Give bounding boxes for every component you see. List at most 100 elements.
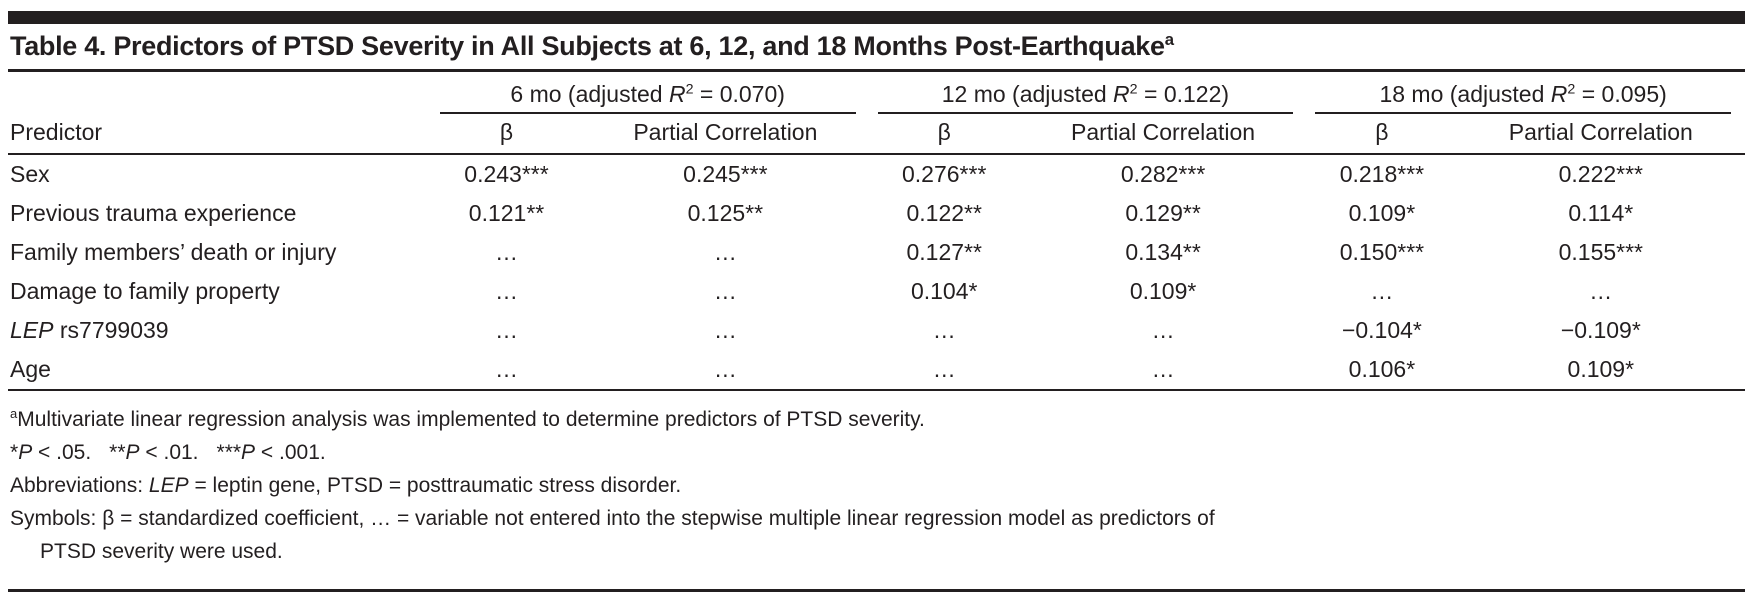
r-squared-symbol: R (1113, 81, 1130, 107)
predictor-label: Sex (10, 161, 50, 187)
column-header-partial-18mo: Partial Correlation (1456, 114, 1745, 155)
predictor-label: rs7799039 (53, 317, 169, 343)
group-header-6mo-label: 6 mo (adjusted R2 = 0.070) (439, 81, 856, 114)
data-table: 6 mo (adjusted R2 = 0.070) 12 mo (adjust… (8, 72, 1745, 391)
predictor-cell: Damage to family property (8, 272, 432, 311)
value-cell: 0.276*** (902, 161, 987, 187)
group-header-18mo-label: 18 mo (adjusted R2 = 0.095) (1315, 81, 1731, 114)
table-title: Table 4. Predictors of PTSD Severity in … (8, 24, 1745, 72)
footnote-abbreviations: Abbreviations: LEP = leptin gene, PTSD =… (10, 469, 1743, 502)
footnote-a-text: Multivariate linear regression analysis … (17, 408, 925, 431)
value-cell: … (1370, 278, 1394, 304)
value-cell: 0.109* (1129, 278, 1197, 304)
value-cell: … (1589, 278, 1613, 304)
value-cell: 0.127** (906, 239, 982, 265)
footnotes: aMultivariate linear regression analysis… (8, 391, 1745, 568)
value-cell: 0.222*** (1558, 161, 1644, 187)
table-title-footnote-marker: a (1164, 30, 1174, 49)
predictor-cell: LEP rs7799039 (8, 311, 432, 350)
value-cell: 0.245*** (683, 161, 768, 187)
value-cell: … (1151, 317, 1175, 343)
abbreviations-rest: = leptin gene, PTSD = posttraumatic stre… (188, 474, 682, 497)
group-header-18mo: 18 mo (adjusted R2 = 0.095) (1307, 72, 1745, 114)
pvalue-stars: ** (109, 441, 126, 464)
group-label-segment: 6 mo (adjusted (510, 81, 669, 107)
footnote-pvalues: *P < .05. **P < .01. ***P < .001. (10, 436, 1743, 469)
pvalue-symbol: P (241, 441, 256, 464)
value-cell: … (581, 350, 870, 391)
value-cell: … (495, 317, 519, 343)
table-bottom-rule (8, 589, 1745, 592)
value-cell: 0.109* (1348, 200, 1416, 226)
footnote-symbols-line1: Symbols: β = standardized coefficient, …… (10, 507, 1215, 530)
r-squared-exponent: 2 (1567, 81, 1576, 98)
predictor-cell: Previous trauma experience (8, 194, 432, 233)
pvalue-symbol: P (18, 441, 33, 464)
abbreviations-prefix: Abbreviations: (10, 474, 149, 497)
column-header-partial-6mo: Partial Correlation (581, 114, 870, 155)
table-figure: Table 4. Predictors of PTSD Severity in … (8, 11, 1745, 592)
abbreviations-gene: LEP (148, 474, 189, 497)
value-cell: 0.104* (910, 278, 978, 304)
table-body: Sex 0.243*** 0.245*** 0.276*** 0.282*** … (8, 154, 1745, 391)
footnote-a: aMultivariate linear regression analysis… (10, 397, 1743, 436)
group-header-12mo: 12 mo (adjusted R2 = 0.122) (870, 72, 1308, 114)
column-header-beta-12mo: β (869, 114, 1019, 155)
predictor-label: Previous trauma experience (10, 200, 297, 226)
value-cell: 0.129** (1125, 200, 1201, 226)
value-cell: 0.109* (1456, 350, 1745, 391)
value-cell: … (495, 278, 519, 304)
table-row: Damage to family property … … 0.104* 0.1… (8, 272, 1745, 311)
value-cell: 0.150*** (1339, 239, 1425, 265)
group-label-segment: 12 mo (adjusted (941, 81, 1114, 107)
value-cell: −0.104* (1341, 317, 1422, 343)
pvalue-comparison: < .05. (32, 441, 92, 464)
predictor-label: Age (10, 356, 51, 382)
pvalue-note: *P < .05. (10, 441, 91, 464)
column-header-beta-18mo: β (1307, 114, 1457, 155)
table-row: Sex 0.243*** 0.245*** 0.276*** 0.282*** … (8, 154, 1745, 194)
value-cell: … (932, 317, 956, 343)
group-label-segment: 18 mo (adjusted (1379, 81, 1551, 107)
group-label-segment: = 0.122) (1137, 81, 1230, 107)
table-row: LEP rs7799039 … … … … −0.104* −0.109* (8, 311, 1745, 350)
r-squared-exponent: 2 (1129, 81, 1138, 98)
group-header-6mo: 6 mo (adjusted R2 = 0.070) (432, 72, 870, 114)
footnote-symbols-line2: PTSD severity were used. (40, 540, 283, 563)
footnote-a-marker: a (10, 406, 18, 421)
group-label-segment: = 0.095) (1575, 81, 1667, 107)
table-title-text: Table 4. Predictors of PTSD Severity in … (10, 31, 1165, 61)
predictor-cell: Age (8, 350, 432, 391)
table-row: Age … … … … 0.106* 0.109* (8, 350, 1745, 391)
column-header-row: Predictor β Partial Correlation β Partia… (8, 114, 1745, 155)
value-cell: 0.155*** (1558, 239, 1644, 265)
r-squared-exponent: 2 (685, 81, 694, 98)
group-header-row: 6 mo (adjusted R2 = 0.070) 12 mo (adjust… (8, 72, 1745, 114)
r-squared-symbol: R (668, 81, 686, 107)
pvalue-note: ***P < .001. (217, 441, 326, 464)
value-cell: … (713, 239, 737, 265)
value-cell: 0.121** (468, 200, 545, 226)
value-cell: 0.282*** (1120, 161, 1206, 187)
table-row: Family members’ death or injury … … 0.12… (8, 233, 1745, 272)
predictor-cell: Family members’ death or injury (8, 233, 432, 272)
predictor-italic: LEP (10, 317, 54, 343)
table-row: Previous trauma experience 0.121** 0.125… (8, 194, 1745, 233)
column-header-partial-12mo: Partial Correlation (1018, 114, 1308, 155)
pvalue-stars: *** (216, 441, 242, 464)
pvalue-note: **P < .01. (109, 441, 198, 464)
predictor-label: Damage to family property (10, 278, 280, 304)
column-header-beta-6mo: β (431, 114, 582, 155)
column-header-predictor: Predictor (8, 114, 432, 155)
r-squared-symbol: R (1550, 81, 1568, 107)
value-cell: … (869, 350, 1019, 391)
value-cell: 0.134** (1125, 239, 1201, 265)
pvalue-symbol: P (125, 441, 140, 464)
table-top-bar (8, 11, 1745, 24)
pvalue-stars: * (10, 441, 19, 464)
pvalue-comparison: < .01. (139, 441, 199, 464)
value-cell: … (1018, 350, 1308, 391)
predictor-cell: Sex (8, 154, 432, 194)
group-header-12mo-label: 12 mo (adjusted R2 = 0.122) (877, 81, 1294, 114)
value-cell: … (495, 239, 519, 265)
